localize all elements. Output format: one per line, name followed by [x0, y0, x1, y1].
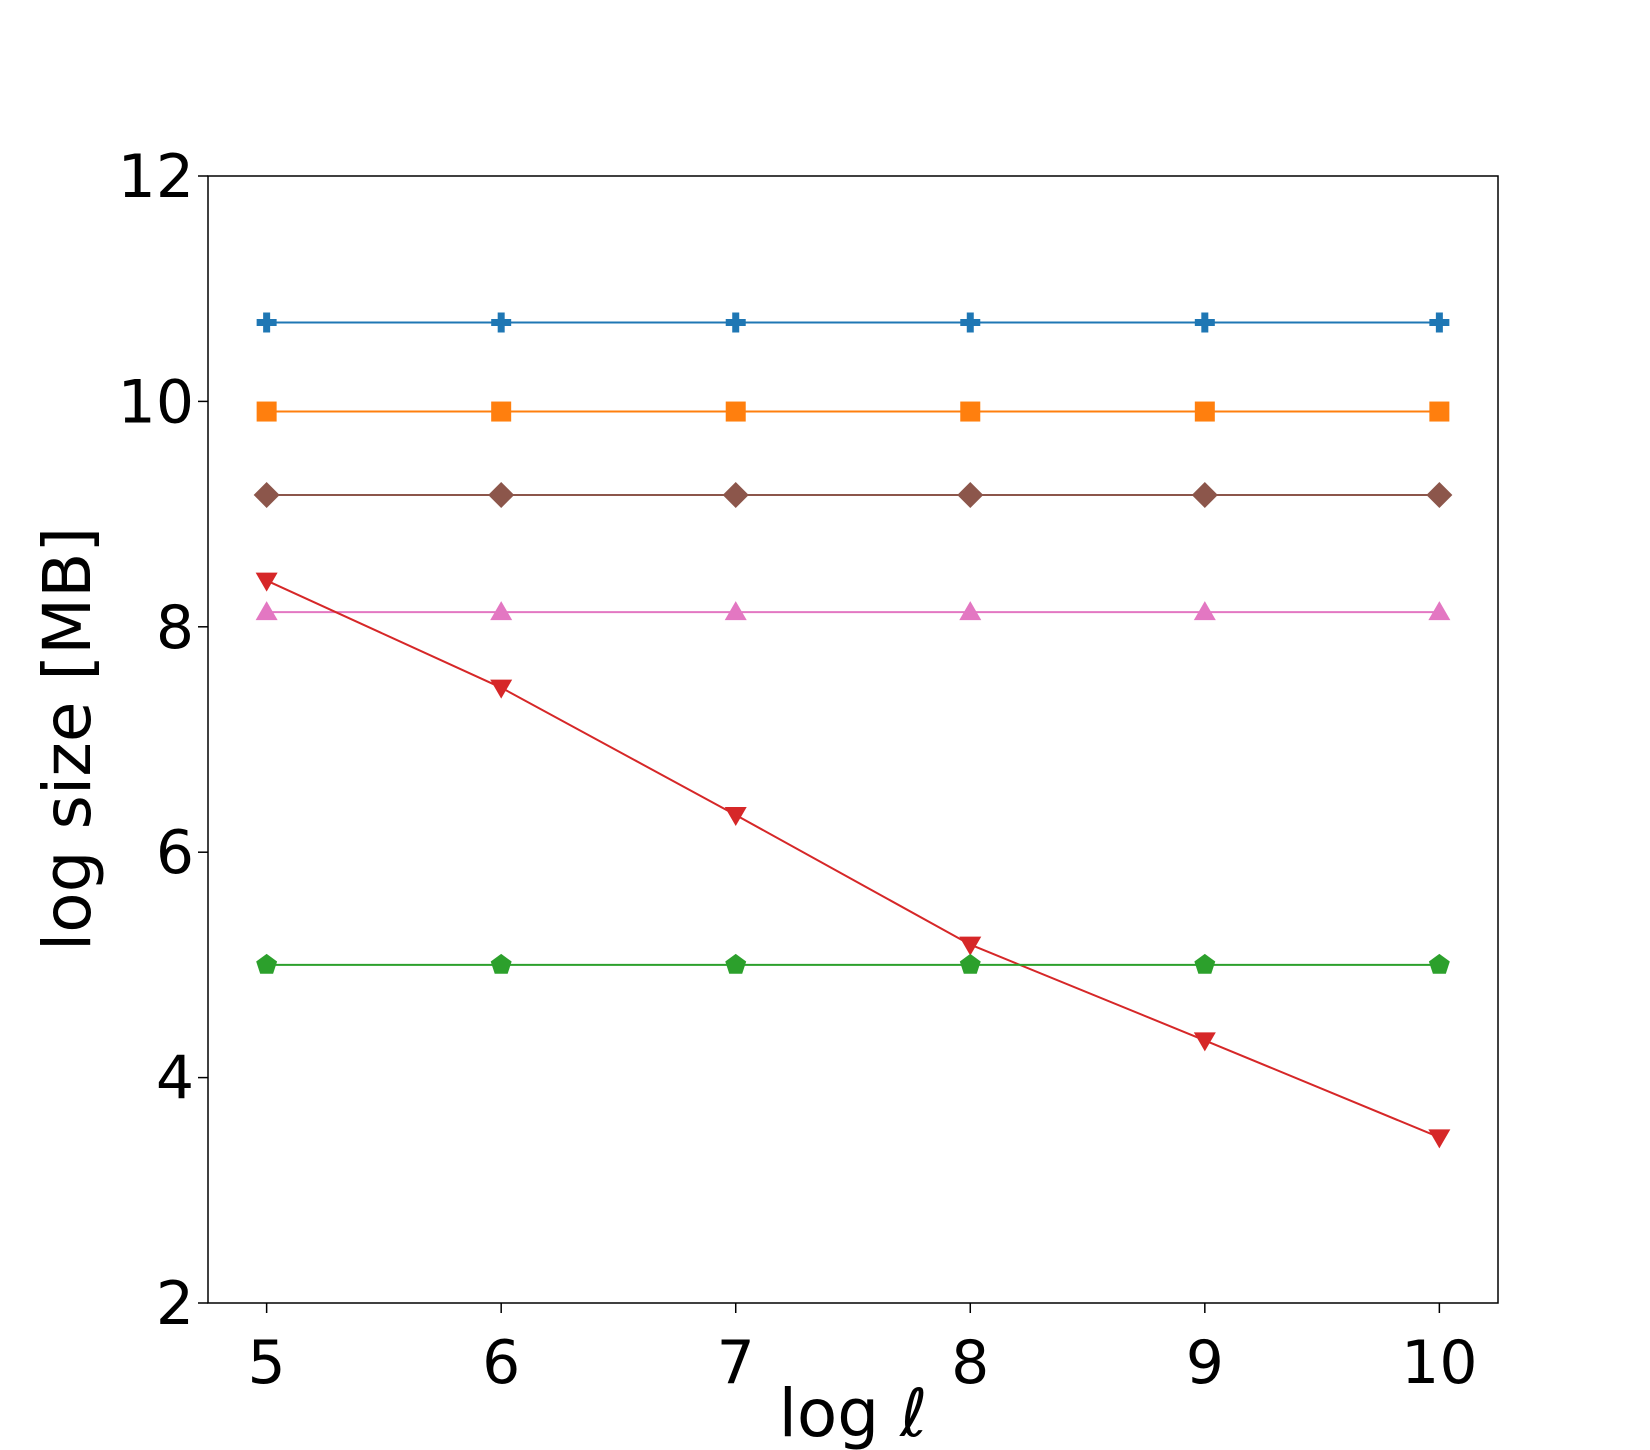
- series-3: [253, 481, 1453, 508]
- data-point-triangle-up: [1428, 601, 1451, 621]
- data-point-plus: [960, 312, 981, 333]
- data-point-pentagon: [1428, 953, 1450, 974]
- data-point-square: [256, 401, 277, 422]
- y-tick-label: 10: [118, 367, 194, 437]
- data-point-plus: [725, 312, 746, 333]
- y-axis-label: log size [MB]: [29, 527, 106, 951]
- data-point-plus: [1194, 312, 1215, 333]
- data-point-square: [491, 401, 512, 422]
- data-point-diamond: [957, 481, 984, 508]
- data-point-square: [1194, 401, 1215, 422]
- data-point-triangle-up: [724, 601, 747, 621]
- series-6: [256, 953, 1450, 974]
- series-5: [255, 572, 1451, 1149]
- data-point-pentagon: [1194, 953, 1216, 974]
- data-point-triangle-up: [1193, 601, 1216, 621]
- data-point-diamond: [722, 481, 749, 508]
- plot-area: [207, 175, 1499, 1304]
- x-tick-label: 8: [951, 1328, 989, 1398]
- series-2: [256, 401, 1450, 422]
- series-1: [256, 312, 1450, 333]
- data-point-triangle-down: [490, 679, 513, 699]
- x-axis-label: log ℓ: [779, 1375, 928, 1450]
- y-tick-label: 6: [156, 818, 194, 888]
- data-point-diamond: [1191, 481, 1218, 508]
- x-tick-label: 6: [482, 1328, 520, 1398]
- series-4: [255, 601, 1451, 621]
- y-tick-label: 12: [118, 142, 194, 212]
- data-point-square: [960, 401, 981, 422]
- data-point-triangle-up: [255, 601, 278, 621]
- data-point-plus: [1429, 312, 1450, 333]
- x-tick-label: 7: [717, 1328, 755, 1398]
- data-point-square: [725, 401, 746, 422]
- series-line: [266, 579, 1440, 1139]
- data-point-pentagon: [490, 953, 512, 974]
- data-point-diamond: [1426, 481, 1453, 508]
- series-layer: [253, 312, 1453, 1149]
- data-point-triangle-down: [1428, 1129, 1451, 1149]
- data-point-diamond: [488, 481, 515, 508]
- data-point-triangle-up: [959, 601, 982, 621]
- ticks: 5 6 7 8 9 10 2 4 6 8 10 12: [118, 142, 1478, 1398]
- data-point-pentagon: [959, 953, 981, 974]
- data-point-plus: [256, 312, 277, 333]
- y-tick-label: 4: [156, 1044, 194, 1114]
- x-tick-label: 10: [1401, 1328, 1477, 1398]
- x-tick-label: 9: [1186, 1328, 1224, 1398]
- data-point-triangle-down: [1193, 1032, 1216, 1052]
- y-tick-label: 2: [156, 1269, 194, 1339]
- y-tick-label: 8: [156, 593, 194, 663]
- data-point-triangle-down: [724, 807, 747, 827]
- data-point-plus: [491, 312, 512, 333]
- data-point-triangle-up: [490, 601, 513, 621]
- data-point-diamond: [253, 481, 280, 508]
- data-point-pentagon: [725, 953, 747, 974]
- data-point-triangle-down: [255, 572, 278, 592]
- data-point-square: [1429, 401, 1450, 422]
- data-point-triangle-down: [959, 936, 982, 956]
- x-tick-label: 5: [248, 1328, 286, 1398]
- data-point-pentagon: [256, 953, 278, 974]
